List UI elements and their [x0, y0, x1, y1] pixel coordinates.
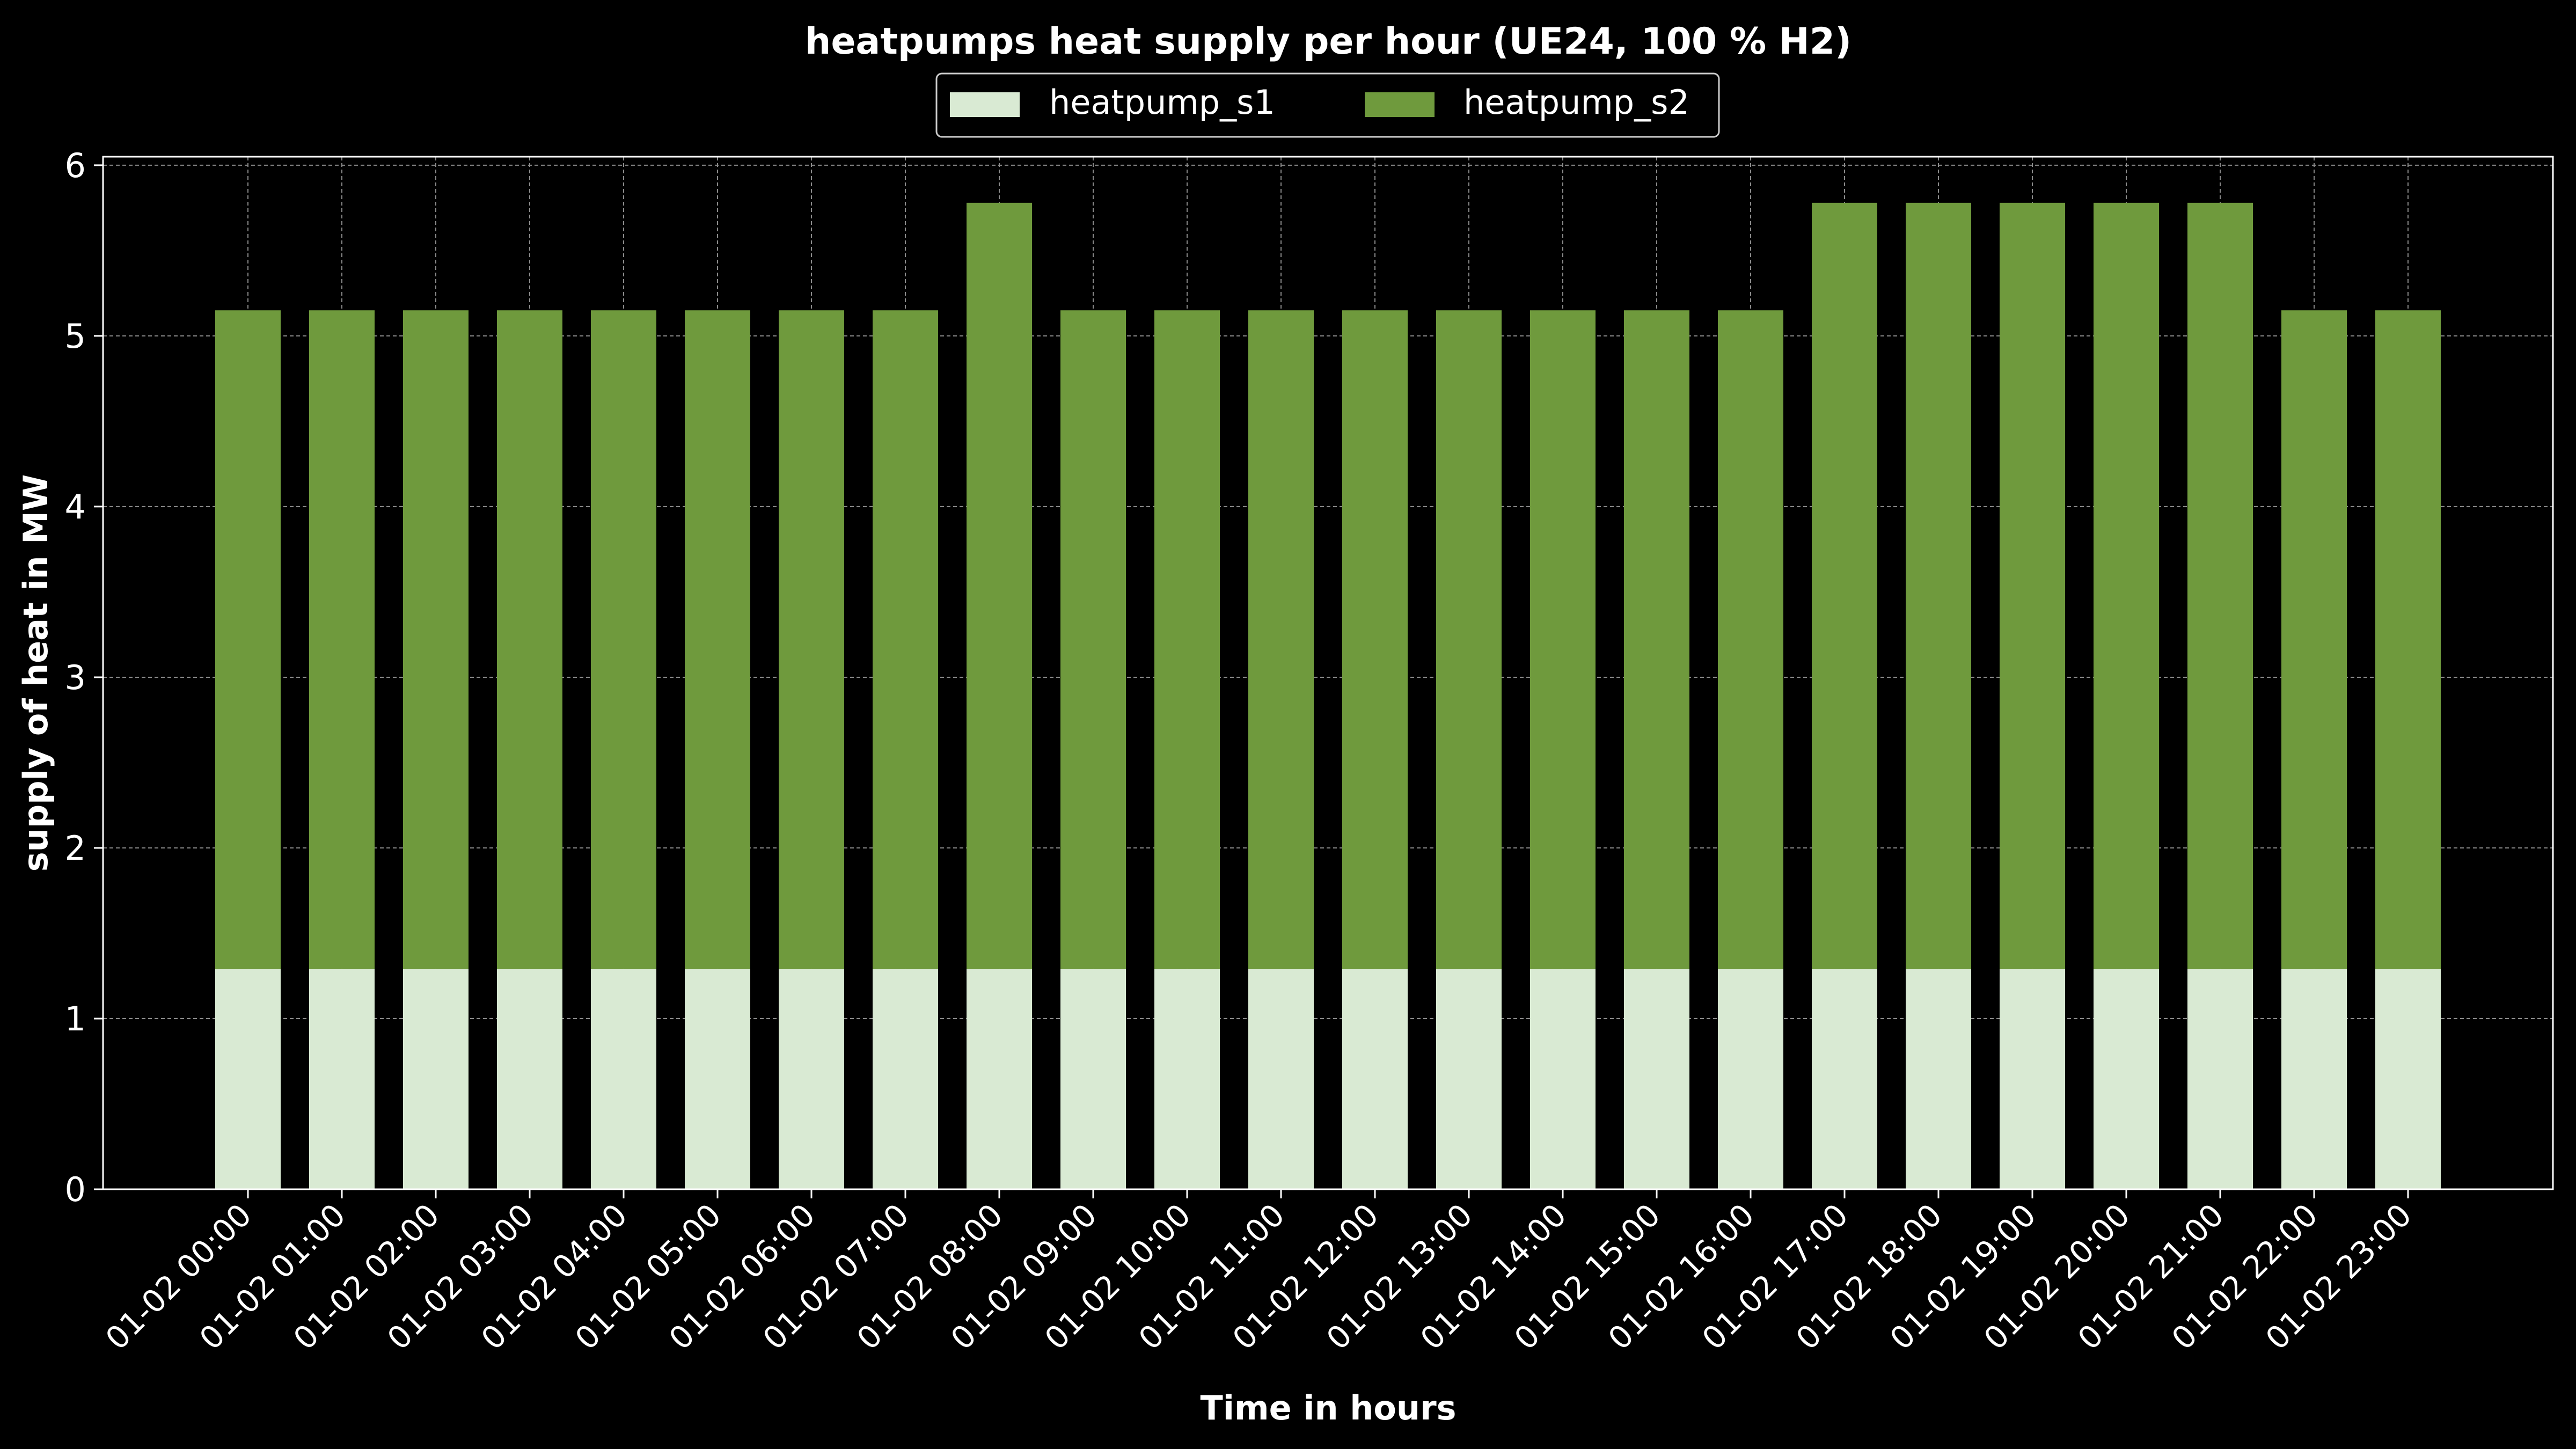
bar-heatpump-s1: [967, 969, 1032, 1189]
y-axis-label: supply of heat in MW: [16, 474, 55, 872]
bar-heatpump-s2: [2094, 202, 2159, 969]
bar-heatpump-s1: [2281, 969, 2347, 1189]
y-tick-label: 6: [65, 146, 86, 185]
y-axis: 0 1 2 3 4 5 6: [65, 146, 103, 1209]
y-tick-label: 5: [65, 317, 86, 356]
bar-heatpump-s1: [309, 969, 375, 1189]
bar-heatpump-s1: [1530, 969, 1596, 1189]
bar-heatpump-s2: [1342, 310, 1408, 969]
bar-heatpump-s1: [215, 969, 281, 1189]
bar-heatpump-s2: [1624, 310, 1689, 969]
bar-heatpump-s2: [215, 310, 281, 969]
chart-title: heatpumps heat supply per hour (UE24, 10…: [805, 20, 1851, 63]
y-tick-label: 4: [65, 487, 86, 526]
legend: heatpump_s1 heatpump_s2: [935, 72, 1720, 138]
bar-heatpump-s1: [497, 969, 562, 1189]
bar-heatpump-s2: [2375, 310, 2441, 969]
bar-heatpump-s1: [1624, 969, 1689, 1189]
bar-heatpump-s1: [2000, 969, 2065, 1189]
bar-heatpump-s1: [1436, 969, 1502, 1189]
y-tick-label: 3: [65, 658, 86, 697]
bar-heatpump-s1: [2187, 969, 2253, 1189]
bar-heatpump-s2: [591, 310, 656, 969]
bar-heatpump-s1: [2094, 969, 2159, 1189]
bar-heatpump-s2: [1154, 310, 1220, 969]
legend-box: [935, 72, 1720, 138]
bar-heatpump-s2: [873, 310, 938, 969]
bar-heatpump-s2: [1248, 310, 1314, 969]
bar-heatpump-s1: [873, 969, 938, 1189]
bar-heatpump-s1: [403, 969, 469, 1189]
bars: [215, 202, 2441, 1189]
bar-heatpump-s2: [2187, 202, 2253, 969]
legend-swatch-heatpump-s1: [950, 92, 1020, 117]
y-tick-label: 0: [65, 1170, 86, 1209]
bar-heatpump-s2: [403, 310, 469, 969]
legend-label-heatpump-s2: heatpump_s2: [1463, 83, 1689, 122]
legend-label-heatpump-s1: heatpump_s1: [1049, 83, 1275, 122]
plot-frame: [102, 156, 2554, 1190]
y-tick-label: 1: [65, 999, 86, 1038]
bar-heatpump-s2: [1060, 310, 1126, 969]
bar-heatpump-s1: [1812, 969, 1877, 1189]
bar-heatpump-s2: [1436, 310, 1502, 969]
bar-heatpump-s1: [591, 969, 656, 1189]
bar-heatpump-s1: [685, 969, 750, 1189]
bar-heatpump-s1: [1060, 969, 1126, 1189]
bar-heatpump-s1: [1718, 969, 1783, 1189]
legend-swatch-heatpump-s2: [1365, 92, 1435, 117]
bar-heatpump-s2: [2000, 202, 2065, 969]
bar-heatpump-s2: [2281, 310, 2347, 969]
bar-heatpump-s2: [685, 310, 750, 969]
bar-heatpump-s2: [1906, 202, 1971, 969]
bar-heatpump-s2: [497, 310, 562, 969]
bar-heatpump-s1: [1906, 969, 1971, 1189]
bar-heatpump-s1: [1342, 969, 1408, 1189]
bar-heatpump-s2: [967, 202, 1032, 969]
bar-heatpump-s1: [2375, 969, 2441, 1189]
bar-heatpump-s2: [309, 310, 375, 969]
x-axis-label: Time in hours: [1200, 1388, 1456, 1428]
bar-heatpump-s2: [1718, 310, 1783, 969]
bar-heatpump-s1: [1154, 969, 1220, 1189]
bar-heatpump-s1: [1248, 969, 1314, 1189]
bar-heatpump-s2: [1812, 202, 1877, 969]
bar-heatpump-s2: [1530, 310, 1596, 969]
bar-heatpump-s2: [779, 310, 844, 969]
bar-heatpump-s1: [779, 969, 844, 1189]
y-tick-label: 2: [65, 829, 86, 868]
